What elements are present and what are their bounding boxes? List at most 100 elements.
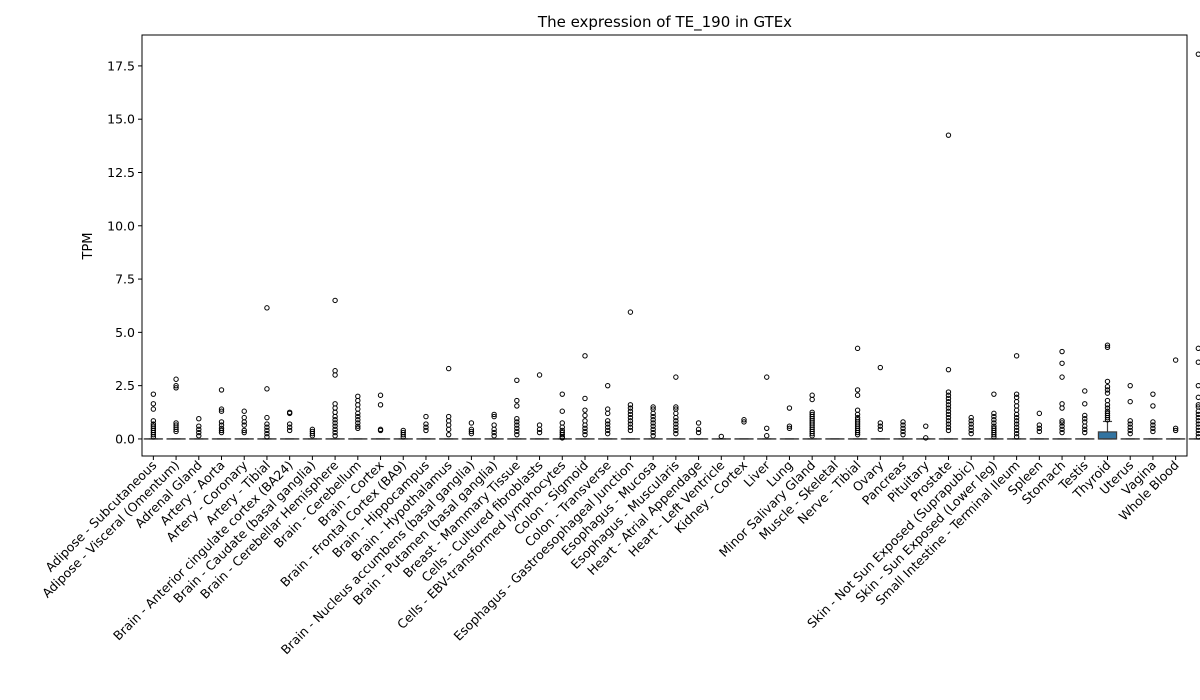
outlier-point: [1059, 405, 1065, 411]
y-tick-label: 2.5: [115, 378, 135, 393]
outlier-point: [582, 412, 588, 419]
outlier-point: [1104, 378, 1111, 385]
outlier-point: [854, 431, 861, 438]
outlier-point: [991, 417, 997, 423]
outlier-point: [514, 377, 520, 384]
outlier-point: [991, 410, 997, 417]
outlier-point: [150, 391, 157, 397]
outlier-point: [945, 411, 952, 418]
outlier-point: [1036, 425, 1043, 431]
outlier-point: [854, 387, 861, 393]
outlier-point: [536, 426, 543, 433]
outlier-point: [377, 427, 384, 434]
outlier-point: [332, 413, 338, 420]
outlier-point: [150, 401, 157, 407]
outlier-point: [1036, 428, 1043, 435]
outlier-point: [491, 433, 497, 439]
box-group: [461, 420, 482, 440]
outlier-point: [945, 389, 952, 395]
box-group: [166, 376, 186, 440]
box-group: [1120, 382, 1140, 440]
outlier-point: [627, 424, 634, 430]
outlier-point: [1172, 427, 1179, 434]
outlier-point: [627, 411, 634, 418]
outlier-point: [332, 372, 338, 378]
outlier-point: [377, 402, 384, 408]
outlier-point: [1172, 357, 1179, 363]
outlier-point: [1013, 414, 1020, 421]
outlier-point: [1104, 414, 1111, 421]
outlier-point: [1013, 421, 1020, 427]
outlier-point: [968, 424, 974, 430]
outlier-point: [605, 424, 611, 430]
outlier-point: [286, 410, 293, 417]
box-group: [438, 365, 459, 440]
box-group: [575, 353, 595, 440]
outlier-point: [264, 434, 270, 440]
outlier-point: [605, 418, 611, 424]
chart-title: The expression of TE_190 in GTEx: [537, 13, 792, 32]
outlier-point: [218, 387, 225, 393]
box-group: [711, 433, 731, 440]
outlier-point: [582, 428, 588, 435]
outlier-point: [854, 429, 861, 436]
y-tick-label: 10.0: [107, 218, 135, 233]
outlier-point: [673, 374, 679, 380]
box-group: [802, 392, 822, 440]
outlier-point: [332, 420, 338, 426]
outlier-point: [1195, 408, 1200, 414]
outlier-point: [945, 408, 952, 414]
outlier-point: [945, 414, 952, 421]
outlier-point: [1082, 388, 1088, 394]
outlier-point: [627, 418, 634, 424]
outlier-point: [809, 433, 815, 439]
outlier-point: [1127, 430, 1133, 437]
outlier-point: [582, 407, 588, 413]
outlier-point: [809, 396, 815, 403]
outlier-point: [514, 397, 520, 404]
outlier-point: [627, 421, 634, 427]
outlier-point: [400, 431, 406, 438]
outlier-point: [968, 418, 974, 424]
outlier-point: [173, 385, 179, 391]
outlier-point: [1104, 417, 1111, 423]
outlier-point: [650, 420, 656, 426]
outlier-point: [241, 419, 247, 425]
outlier-point: [1082, 423, 1088, 429]
box-group: [302, 426, 323, 440]
outlier-point: [1127, 382, 1133, 389]
box-group: [234, 408, 254, 440]
outlier-point: [514, 428, 520, 435]
outlier-point: [1195, 430, 1200, 437]
outlier-point: [1104, 342, 1111, 348]
outlier-point: [150, 406, 157, 412]
outlier-point: [196, 415, 202, 422]
box-group: [370, 392, 391, 440]
outlier-point: [1195, 51, 1200, 57]
outlier-point: [1082, 429, 1088, 436]
outlier-point: [1059, 348, 1065, 355]
outlier-point: [991, 391, 997, 397]
outlier-point: [900, 428, 906, 435]
outlier-point: [1059, 429, 1065, 436]
outlier-point: [445, 426, 452, 433]
box-group: [189, 415, 209, 440]
outlier-point: [1195, 418, 1200, 424]
outlier-point: [605, 427, 611, 434]
box-group: [757, 374, 777, 440]
box-group: [847, 345, 868, 440]
y-tick-label: 15.0: [107, 112, 135, 127]
outlier-point: [491, 413, 497, 420]
outlier-point: [1036, 422, 1043, 428]
y-axis-label: TPM: [81, 233, 96, 261]
outlier-point: [196, 426, 202, 433]
outlier-point: [1127, 424, 1133, 430]
outlier-point: [173, 428, 179, 435]
outlier-point: [423, 413, 429, 420]
outlier-point: [355, 417, 361, 423]
outlier-point: [173, 376, 179, 382]
outlier-point: [695, 426, 702, 433]
outlier-point: [968, 414, 974, 421]
outlier-point: [1127, 421, 1133, 427]
